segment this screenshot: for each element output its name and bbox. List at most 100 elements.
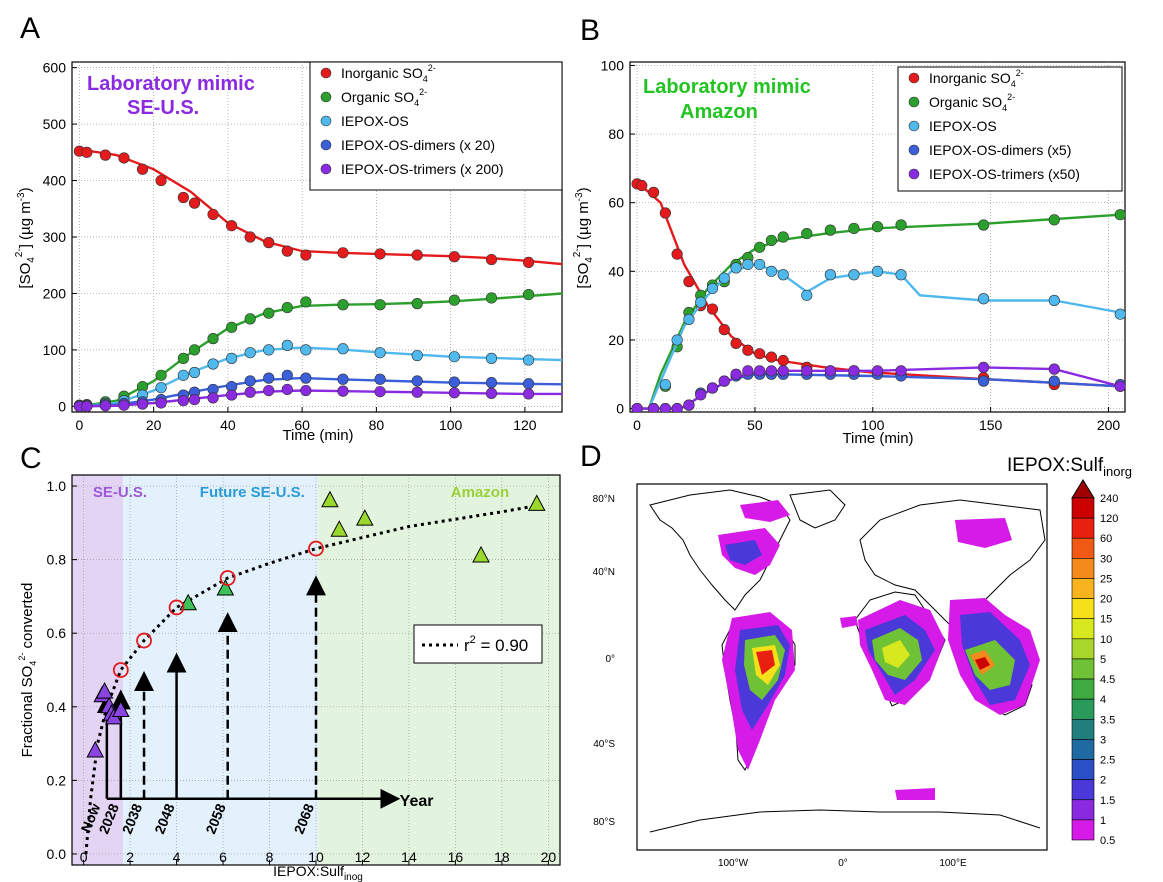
legend-label: IEPOX-OS-dimers (x 20) (341, 137, 495, 153)
panel-b-ylabel-end: ) (575, 187, 592, 192)
colorbar-swatch (1071, 739, 1095, 760)
x-tick-label: 2 (126, 849, 134, 865)
triangle-point (472, 545, 490, 563)
colorbar-tick-label: 10 (1100, 634, 1112, 646)
colorbar-swatch (1071, 537, 1095, 559)
series-fit-line (79, 148, 562, 266)
colorbar-swatch (1071, 638, 1095, 660)
svg-text:[SO42-] (µg m-3): [SO42-] (µg m-3) (14, 187, 37, 288)
colorbar-tick-label: 4.5 (1100, 674, 1115, 686)
region-label: Future SE-U.S. (200, 484, 305, 501)
legend-marker (908, 168, 920, 180)
panel-a-ylabel-main: [SO (17, 263, 34, 289)
data-point (207, 392, 219, 404)
data-point (730, 262, 742, 274)
year-marker-circle (136, 632, 152, 649)
data-point (281, 369, 293, 381)
data-point (155, 397, 167, 409)
data-point (448, 351, 460, 363)
data-point (300, 372, 312, 384)
legend-label: IEPOX-OS-trimers (x50) (929, 166, 1080, 182)
legend-label: Inorganic SO42- (929, 68, 1024, 89)
data-point (659, 207, 671, 219)
colorbar-swatch (1071, 799, 1095, 821)
data-point (848, 269, 860, 281)
data-point (374, 373, 386, 385)
data-point (188, 393, 201, 406)
data-point (801, 365, 813, 377)
y-tick-label: 0 (58, 398, 66, 414)
legend-frame (897, 66, 1123, 192)
colorbar-swatch (1071, 718, 1095, 740)
colorbar-swatch (1071, 578, 1095, 599)
data-point (244, 313, 256, 325)
data-point (485, 352, 498, 364)
x-tick-label: 6 (219, 849, 227, 865)
data-point (177, 395, 189, 407)
data-point (706, 303, 719, 315)
data-point (631, 402, 643, 412)
panel-b-title-line1: Laboratory mimic (643, 76, 811, 98)
colorbar-tick-label: 2 (1100, 775, 1106, 787)
x-tick-label: 0 (80, 849, 88, 865)
data-point (754, 258, 766, 271)
data-point (226, 389, 238, 401)
colorbar-swatch (1071, 779, 1095, 801)
colorbar-swatch (1071, 678, 1095, 700)
data-point (188, 344, 201, 356)
data-point (977, 219, 990, 231)
data-point (683, 313, 695, 325)
legend-marker (908, 120, 920, 132)
panel-b-chart: 0 50 100 150 200 0 20 40 60 80 100 Laboratory mimi… (572, 57, 1126, 447)
data-point (263, 384, 275, 397)
triangle-point (321, 490, 339, 508)
panel-letter-b: B (580, 14, 600, 47)
panel-b-y-axis-label: [SO42-] (µg m-3) (572, 187, 595, 288)
colorbar-swatch (1071, 598, 1095, 620)
panel-c-y-axis-label: Fractional SO42- converted (17, 583, 38, 758)
svg-text:Fractional SO42- converted: Fractional SO42- converted (17, 583, 38, 758)
y-tick-label: 0.2 (47, 772, 67, 788)
lat-label-40s: 40°S (593, 739, 615, 750)
y-tick-label: 40 (608, 263, 624, 279)
region-band-2 (318, 475, 560, 865)
panel-c-x-axis-label: IEPOX:Sulfinog (273, 863, 363, 882)
svg-text:[SO42-] (µg m-3): [SO42-] (µg m-3) (572, 187, 595, 288)
colorbar-swatch (1071, 819, 1095, 841)
data-point (300, 384, 312, 397)
triangle-point (95, 682, 114, 699)
data-point (1048, 294, 1060, 307)
region-label: Amazon (451, 484, 509, 501)
data-point (485, 253, 498, 266)
data-point (244, 386, 256, 398)
data-point (485, 377, 498, 389)
data-point (777, 231, 789, 243)
year-marker-circle (308, 540, 324, 557)
data-point (1048, 375, 1060, 387)
colorbar-tick-label: 0.5 (1100, 835, 1115, 847)
data-point (848, 365, 860, 377)
data-point (263, 344, 275, 356)
legend-marker (320, 163, 332, 175)
panel-b-ylabel-sub: 4 (584, 257, 595, 263)
data-point (244, 347, 256, 359)
data-point (765, 234, 778, 247)
data-point (718, 375, 730, 387)
x-tick-label: 4 (173, 849, 181, 865)
data-point (765, 351, 778, 363)
data-point (244, 231, 256, 243)
panel-a-ylabel-end: ) (17, 187, 34, 192)
data-point (207, 208, 219, 221)
colorbar-tick-label: 30 (1100, 553, 1112, 565)
data-point (871, 221, 884, 233)
panel-c-fit-legend: r2 = 0.90 (413, 624, 543, 664)
legend-marker (908, 144, 920, 156)
colorbar-tick-label: 1.5 (1100, 795, 1115, 807)
fit-line (84, 502, 544, 855)
data-point (659, 378, 671, 391)
data-point (659, 402, 671, 412)
x-tick-label: 14 (401, 849, 417, 865)
data-point (337, 247, 349, 259)
data-point (522, 288, 535, 301)
